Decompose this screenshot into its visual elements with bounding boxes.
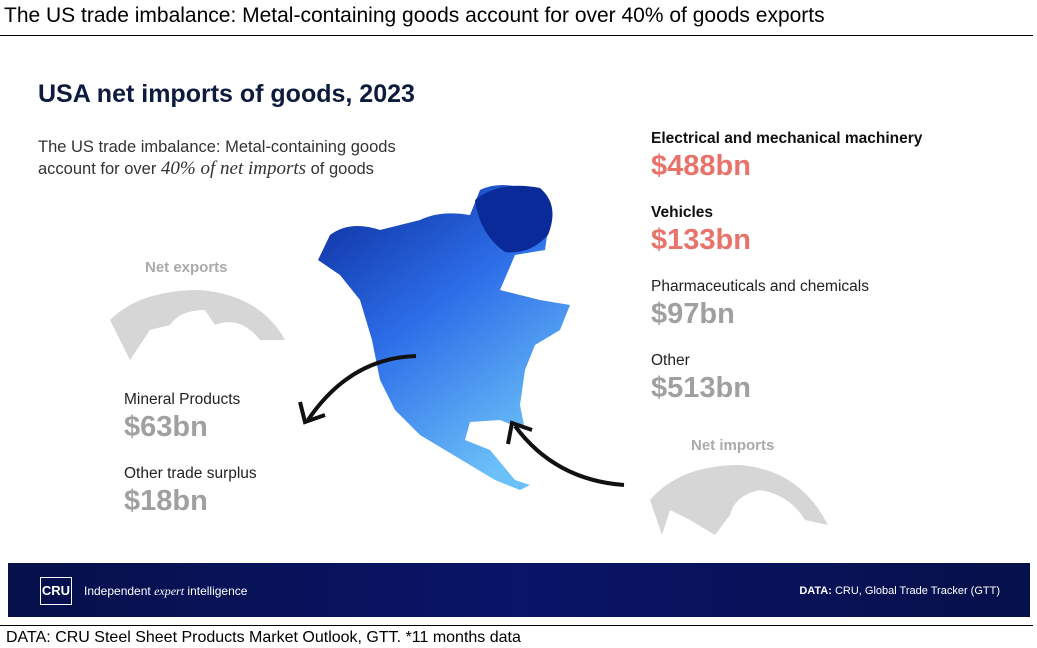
logo: CRU	[40, 577, 72, 605]
subtitle-lead: The US trade imbalance: Metal-containing…	[38, 138, 396, 178]
tagline-lead: Independent	[84, 584, 155, 598]
tagline-emphasis: expert	[154, 584, 185, 598]
net-imports-label: Net imports	[691, 437, 775, 454]
footer-source: DATA: CRU, Global Trade Tracker (GTT)	[799, 585, 1000, 597]
tagline-tail: intelligence	[184, 584, 248, 598]
item-name: Other	[651, 352, 690, 369]
tagline: Independent expert intelligence	[84, 584, 247, 599]
arrow-imports	[513, 424, 625, 487]
north-america-map	[318, 185, 570, 490]
footer-source-tail: CRU, Global Trade Tracker (GTT)	[831, 585, 1000, 597]
item-name: Other trade surplus	[124, 465, 257, 482]
item-name: Mineral Products	[124, 391, 241, 408]
subtitle: The US trade imbalance: Metal-containing…	[38, 136, 458, 180]
source: DATA: CRU Steel Sheet Products Market Ou…	[6, 629, 521, 646]
item-value: $513bn	[651, 372, 751, 404]
header-title: The US trade imbalance: Metal-containing…	[4, 4, 825, 27]
item-value: $133bn	[651, 224, 751, 256]
footer-source-lead: DATA:	[799, 585, 832, 597]
greenland	[475, 185, 553, 253]
subtitle-emphasis: 40% of net imports	[160, 158, 307, 179]
arrow-exports	[306, 354, 417, 422]
illustration	[110, 185, 828, 535]
rule	[0, 625, 1033, 626]
arrowhead	[298, 401, 326, 425]
item-value: $488bn	[651, 150, 751, 182]
infographic-title: USA net imports of goods, 2023	[38, 80, 415, 108]
item-name: Electrical and mechanical machinery	[651, 130, 923, 147]
subtitle-tail: of goods	[306, 160, 374, 178]
rule	[0, 35, 1033, 36]
net-exports-label: Net exports	[145, 259, 228, 276]
item-value: $97bn	[651, 298, 735, 330]
item-name: Vehicles	[651, 204, 714, 221]
item-value: $63bn	[124, 411, 208, 443]
footer-bar	[8, 563, 1030, 617]
globe-west	[110, 290, 285, 360]
arrowhead	[506, 420, 533, 445]
item-value: $18bn	[124, 485, 208, 517]
globe-east	[650, 465, 828, 535]
item-name: Pharmaceuticals and chemicals	[651, 278, 869, 295]
